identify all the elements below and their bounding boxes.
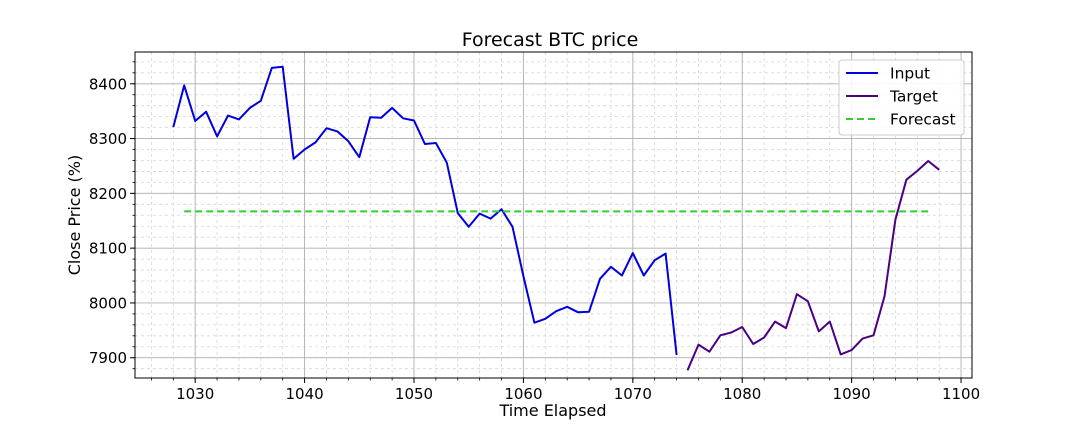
- x-tick-label: 1060: [504, 385, 542, 403]
- y-tick-label: 7900: [89, 349, 127, 367]
- x-tick-label: 1090: [833, 385, 871, 403]
- x-tick-label: 1030: [176, 385, 214, 403]
- y-tick-label: 8100: [89, 240, 127, 258]
- legend-box: [838, 59, 965, 136]
- x-tick-label: 1080: [723, 385, 761, 403]
- axis-ticks: 1030 1040 1050 1060 1070 1080 1090 1100 7900 8000…: [89, 61, 980, 403]
- chart-title: Forecast BTC price: [462, 29, 639, 51]
- y-tick-label: 8200: [89, 185, 127, 203]
- legend-label-forecast: Forecast: [890, 111, 956, 129]
- legend: Input Target Forecast: [838, 59, 965, 136]
- legend-label-target: Target: [889, 88, 938, 106]
- legend-label-input: Input: [890, 65, 930, 83]
- major-gridlines: [135, 52, 972, 378]
- legend-items: Input Target Forecast: [846, 65, 956, 129]
- y-tick-label: 8000: [89, 294, 127, 312]
- x-axis-title: Time Elapsed: [498, 401, 606, 420]
- y-axis-title: Close Price (%): [65, 155, 84, 275]
- series-lines: [172, 65, 940, 371]
- x-tick-label: 1070: [614, 385, 652, 403]
- series-line-target: [686, 160, 940, 371]
- x-tick-label: 1050: [395, 385, 433, 403]
- y-tick-label: 8400: [89, 75, 127, 93]
- x-tick-label: 1100: [942, 385, 980, 403]
- x-tick-label: 1040: [285, 385, 323, 403]
- series-line-input: [172, 65, 678, 356]
- y-tick-label: 8300: [89, 130, 127, 148]
